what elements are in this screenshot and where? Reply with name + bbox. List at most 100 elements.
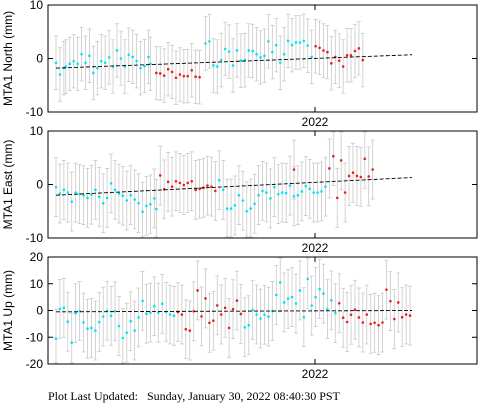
data-point (357, 47, 361, 50)
data-point (153, 197, 156, 200)
data-point (361, 58, 365, 62)
data-point (278, 281, 282, 284)
data-point (113, 188, 117, 192)
data-point (58, 307, 62, 311)
data-point (288, 184, 292, 187)
data-point (80, 52, 83, 56)
y-tick-label: 0 (36, 304, 43, 318)
data-point (107, 56, 111, 59)
data-point (298, 41, 302, 44)
data-point (54, 185, 58, 189)
data-point (231, 307, 235, 311)
data-point (86, 196, 89, 200)
data-point (300, 190, 304, 193)
data-point (158, 174, 162, 177)
data-point (227, 326, 231, 330)
data-point (172, 314, 176, 318)
data-point (408, 314, 412, 317)
data-point (239, 59, 243, 62)
data-point (239, 312, 243, 316)
data-point (314, 295, 317, 299)
data-point (286, 39, 290, 43)
data-point (255, 52, 258, 56)
y-tick-label: -10 (26, 330, 44, 344)
data-point (351, 171, 355, 175)
data-point (156, 311, 160, 314)
data-point (204, 42, 207, 45)
data-point (243, 326, 247, 329)
data-point (326, 307, 329, 311)
data-point (343, 191, 347, 194)
data-point (227, 50, 231, 53)
data-point (162, 74, 166, 77)
data-point (255, 313, 258, 316)
data-point (182, 74, 186, 78)
data-point (231, 64, 235, 67)
y-tick-label: 20 (30, 250, 44, 264)
data-point (178, 181, 182, 185)
data-point (208, 40, 211, 43)
data-point (62, 188, 66, 192)
data-point (292, 194, 296, 198)
data-point (117, 324, 121, 328)
data-point (78, 192, 81, 196)
y-tick-label: -20 (26, 357, 44, 371)
data-point (133, 329, 136, 332)
data-point (396, 301, 400, 304)
data-point (74, 191, 77, 194)
data-point (125, 331, 129, 335)
data-point (337, 59, 341, 62)
data-point (400, 315, 404, 319)
data-point (290, 43, 294, 47)
data-point (178, 73, 182, 76)
data-point (263, 54, 266, 58)
data-point (274, 43, 278, 47)
data-point (137, 201, 140, 205)
trend-line (55, 177, 413, 196)
data-point (310, 55, 313, 59)
data-point (326, 50, 329, 54)
data-point (82, 193, 85, 197)
data-point (322, 49, 325, 52)
y-tick-label: 0 (36, 52, 43, 66)
data-point (121, 194, 125, 198)
data-point (127, 53, 131, 57)
data-point (306, 44, 310, 47)
footer-timestamp: Sunday, January 30, 2022 08:40:30 PST (147, 389, 340, 403)
data-point (168, 313, 172, 316)
data-point (149, 202, 152, 206)
data-point (170, 185, 174, 188)
data-point (269, 197, 272, 200)
data-point (88, 54, 91, 58)
data-point (94, 188, 97, 192)
data-point (273, 185, 276, 189)
data-point (190, 68, 194, 72)
data-point (166, 180, 170, 184)
data-point (131, 55, 135, 59)
data-point (208, 321, 211, 325)
data-point (259, 56, 262, 59)
data-point (271, 50, 274, 54)
data-point (337, 301, 341, 305)
data-point (365, 313, 369, 316)
data-point (62, 306, 66, 310)
data-point (241, 199, 245, 202)
data-point (155, 207, 158, 211)
data-point (66, 320, 70, 324)
data-point (174, 76, 178, 80)
data-point (109, 182, 113, 185)
y-tick-label: 10 (30, 124, 44, 138)
data-point (306, 277, 310, 281)
data-point (86, 327, 89, 330)
data-point (105, 196, 109, 200)
data-point (139, 66, 142, 70)
data-point (141, 210, 144, 214)
data-point (135, 59, 138, 63)
data-point (64, 65, 68, 68)
data-point (137, 316, 140, 319)
data-point (235, 299, 239, 302)
data-point (298, 289, 302, 292)
data-point (318, 46, 321, 50)
data-point (276, 192, 280, 196)
data-point (215, 304, 219, 307)
